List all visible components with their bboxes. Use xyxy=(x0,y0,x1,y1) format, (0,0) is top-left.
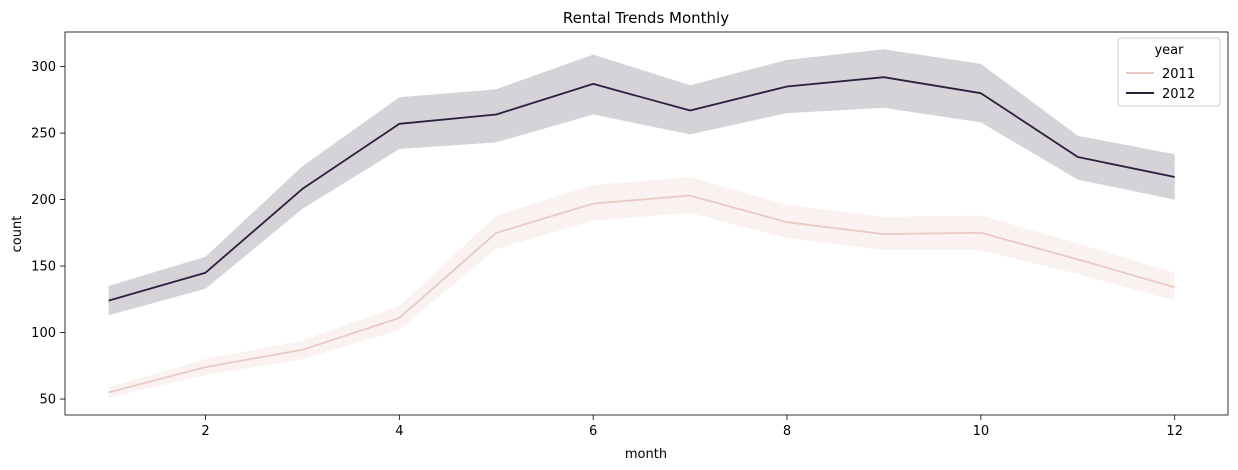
ci-band-2011 xyxy=(108,177,1175,398)
y-tick-label: 50 xyxy=(39,393,56,408)
confidence-bands xyxy=(108,49,1175,398)
x-tick-label: 10 xyxy=(973,424,990,439)
y-tick-label: 100 xyxy=(31,326,56,341)
y-tick-label: 200 xyxy=(31,193,56,208)
legend-label-2012: 2012 xyxy=(1162,87,1195,102)
y-tick-label: 300 xyxy=(31,60,56,75)
y-tick-label: 250 xyxy=(31,127,56,142)
series-line-2012 xyxy=(108,76,1175,302)
chart-title: Rental Trends Monthly xyxy=(563,9,729,27)
plot-frame xyxy=(64,31,1229,416)
legend-label-2011: 2011 xyxy=(1162,67,1195,82)
x-axis-label: month xyxy=(625,447,667,462)
x-tick-label: 4 xyxy=(395,424,403,439)
series-line-2011 xyxy=(108,194,1175,394)
y-tick-label: 150 xyxy=(31,260,56,275)
y-axis-label: count xyxy=(10,216,25,253)
legend-title: year xyxy=(1154,43,1184,58)
legend: year 2011 2012 xyxy=(1117,37,1221,107)
ci-band-2012 xyxy=(108,49,1175,316)
x-tick-label: 2 xyxy=(201,424,209,439)
x-tick-label: 6 xyxy=(589,424,597,439)
legend-box xyxy=(1117,37,1221,107)
x-tick-label: 8 xyxy=(783,424,791,439)
series-lines xyxy=(108,76,1175,394)
axes: 2 4 6 8 10 12 50 100 150 200 250 300 xyxy=(31,31,1229,439)
x-tick-label: 12 xyxy=(1166,424,1183,439)
